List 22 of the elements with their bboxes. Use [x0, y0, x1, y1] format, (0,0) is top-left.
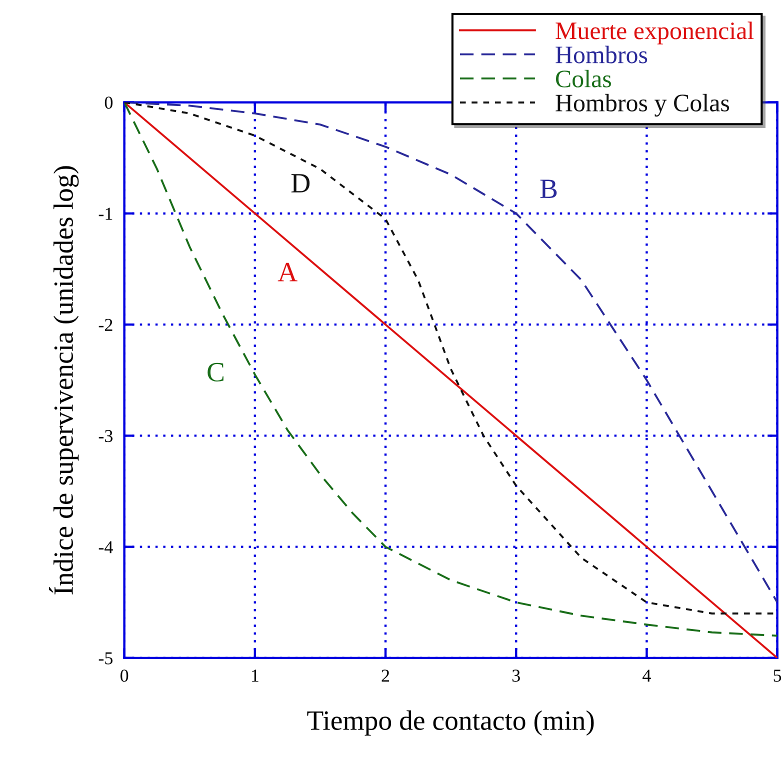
- y-tick-label: 0: [104, 96, 113, 109]
- annotation: A: [278, 262, 298, 282]
- y-tick-label: -5: [98, 652, 113, 664]
- x-axis-title: Tiempo de contacto (min): [307, 710, 594, 736]
- y-axis-title: Índice de supervivencia (unidades log): [48, 166, 79, 594]
- y-tick-label: -1: [98, 208, 112, 220]
- x-tick-label: 3: [512, 670, 520, 682]
- annotation: B: [540, 180, 557, 198]
- x-tick-label: 0: [120, 670, 128, 682]
- annotation: C: [208, 362, 224, 382]
- legend-label: Muerte exponencial: [556, 22, 754, 44]
- y-tick-label: -3: [98, 430, 113, 442]
- x-tick-label: 2: [382, 670, 390, 682]
- y-tick-label: -4: [98, 541, 113, 554]
- y-tick-label: -2: [98, 318, 112, 331]
- x-tick-label: 4: [642, 670, 651, 682]
- annotation: D: [291, 174, 310, 192]
- legend-label: Hombros: [556, 46, 648, 64]
- legend-label: Hombros y Colas: [556, 94, 730, 117]
- x-tick-label: 1: [252, 670, 258, 682]
- x-tick-label: 5: [774, 670, 782, 682]
- legend-label: Colas: [556, 70, 611, 88]
